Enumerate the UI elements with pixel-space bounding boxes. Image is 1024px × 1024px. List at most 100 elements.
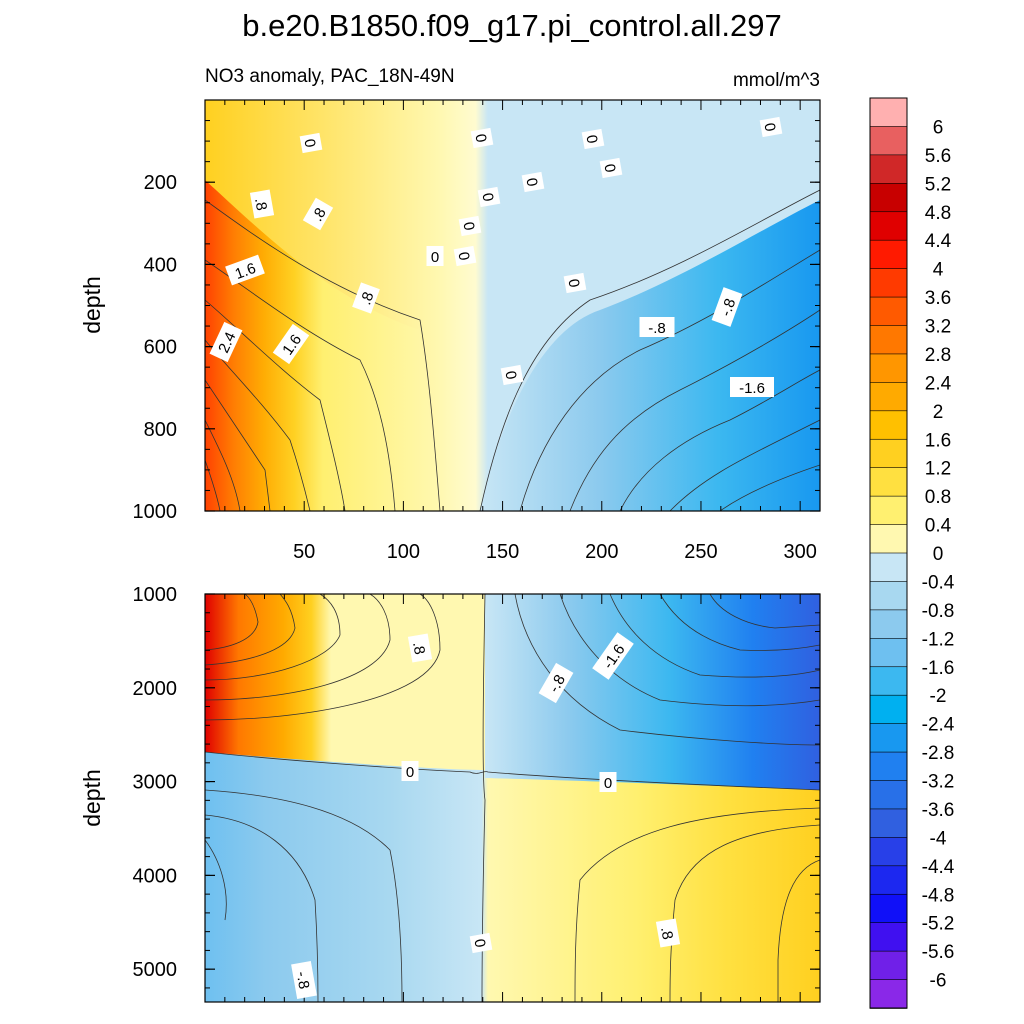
upper-contours — [205, 189, 820, 511]
upper-contour-label: 0 — [500, 364, 524, 386]
upper-ytick-label: 400 — [144, 254, 177, 276]
upper-contour-label-text: -.8 — [717, 296, 739, 318]
colorbar-frame — [869, 97, 908, 1009]
upper-contour-label: .8 — [249, 189, 275, 219]
lower-contour-label-bg — [655, 918, 681, 948]
upper-contour-label-bg — [458, 215, 482, 237]
colorbar-swatch — [869, 211, 908, 241]
colorbar-label: 2.8 — [925, 345, 951, 366]
upper-contour-label-bg — [249, 189, 275, 219]
upper-xtick-label: 100 — [387, 541, 420, 563]
upper-contour-label-bg — [500, 364, 524, 386]
upper-contour-label: 0 — [563, 272, 587, 294]
lower-contour-label: 0 — [599, 772, 617, 792]
lower-contour-label-bg — [407, 633, 433, 663]
colorbar-label: -0.4 — [922, 572, 955, 593]
colorbar-swatch — [869, 950, 908, 981]
colorbar-swatch — [869, 751, 908, 782]
colorbar-swatch — [869, 183, 908, 213]
upper-contour-label-bg — [272, 323, 310, 365]
lower-contour-label: .8 — [407, 633, 433, 663]
lower-contour-label: .8 — [655, 918, 681, 948]
lower-contour-label: -.8 — [538, 662, 574, 704]
colorbar-label: -4 — [930, 828, 947, 849]
colorbar-label: -4.4 — [922, 857, 955, 878]
upper-contour-label: 0 — [581, 128, 605, 150]
colorbar-swatch — [869, 296, 908, 327]
upper-cool-region — [480, 200, 820, 511]
upper-contour-label-text: 0 — [454, 251, 472, 262]
colorbar-label: -5.6 — [922, 942, 955, 963]
lower-contour-label-text: 0 — [604, 775, 612, 792]
upper-ytick-label: 1000 — [133, 501, 178, 523]
lower-contour-label-text: 0 — [470, 938, 488, 949]
upper-ytick-label: 200 — [144, 172, 177, 194]
upper-contour-label-bg — [759, 116, 783, 138]
colorbar-label: -1.2 — [922, 629, 955, 650]
upper-contour-label-bg — [599, 157, 623, 179]
upper-xtick-label: 300 — [783, 541, 816, 563]
upper-contour-label-text: -.8 — [648, 320, 666, 337]
colorbar-swatch — [869, 922, 908, 952]
colorbar-swatch — [869, 638, 908, 668]
upper-contour-label: 0 — [470, 127, 494, 149]
colorbar-label: -0.8 — [922, 601, 955, 622]
upper-contour-label-text: 0 — [501, 370, 519, 381]
chart-title: b.e20.B1850.f09_g17.pi_control.all.297 — [242, 8, 782, 43]
upper-contour-label-text: 0 — [582, 134, 600, 145]
upper-contour-label: -1.6 — [730, 377, 774, 397]
units-label: mmol/m^3 — [733, 70, 820, 91]
colorbar-label: 0 — [933, 544, 944, 565]
lower-contour-label: 0 — [401, 761, 419, 781]
colorbar-label: -2 — [930, 686, 947, 707]
colorbar-swatch — [869, 979, 908, 1009]
lower-ytick-label: 5000 — [133, 959, 178, 981]
upper-contour-label-text: -1.6 — [739, 380, 765, 397]
lower-ytick-label: 2000 — [133, 678, 178, 700]
colorbar-label: 6 — [933, 117, 944, 138]
upper-contour-label-bg — [302, 197, 334, 231]
colorbar-label: -3.6 — [922, 800, 955, 821]
upper-contour-label-bg — [225, 254, 265, 286]
colorbar: 6 5.6 5.2 4.8 4.4 4 3.6 3.2 2.8 2.4 2 1.6 1.2 0.8 0.4 0… — [869, 97, 955, 1009]
lower-contour-label-text: 0 — [406, 764, 414, 781]
upper-contour-label: 0 — [299, 132, 323, 154]
colorbar-label: 1.6 — [925, 430, 951, 451]
upper-contour-label-text: 0 — [300, 138, 318, 149]
upper-contour-label-text: 0 — [600, 163, 618, 174]
colorbar-swatch — [869, 581, 908, 611]
upper-contour-label: -.8 — [639, 317, 675, 337]
lower-contour-label: -.8 — [291, 961, 317, 999]
upper-ylabel: depth — [79, 276, 105, 334]
lower-contour-label-text: -.8 — [293, 970, 313, 990]
colorbar-label: -6 — [930, 971, 947, 992]
colorbar-swatch — [869, 524, 908, 554]
lower-ytick-label: 1000 — [133, 584, 178, 606]
upper-contour-label: 0 — [458, 215, 482, 237]
lower-ticks: 1000 2000 3000 4000 5000 — [133, 584, 821, 1002]
upper-contour-label-text: 1.6 — [233, 260, 258, 283]
colorbar-label: 2 — [933, 402, 944, 423]
upper-contour-label-bg — [521, 171, 545, 193]
colorbar-label: 4 — [933, 260, 944, 281]
upper-ytick-label: 600 — [144, 337, 177, 359]
upper-contour-label-bg — [426, 246, 444, 266]
upper-contour-label-bg — [581, 128, 605, 150]
lower-ylabel: depth — [79, 769, 105, 827]
upper-contour-label: .8 — [352, 282, 380, 314]
upper-contour-label-text: 0 — [522, 177, 540, 188]
upper-contour-label-bg — [711, 287, 743, 327]
upper-contour-label: .8 — [302, 197, 334, 231]
upper-contour-label-text: 0 — [431, 249, 439, 266]
colorbar-swatch — [869, 723, 908, 753]
colorbar-swatch — [869, 495, 908, 526]
upper-warm-region — [205, 180, 440, 511]
upper-contour-label-bg — [352, 282, 380, 314]
upper-contour-label-text: .8 — [251, 197, 270, 212]
colorbar-label: 3.2 — [925, 317, 951, 338]
lower-contour-label-bg — [469, 932, 493, 954]
